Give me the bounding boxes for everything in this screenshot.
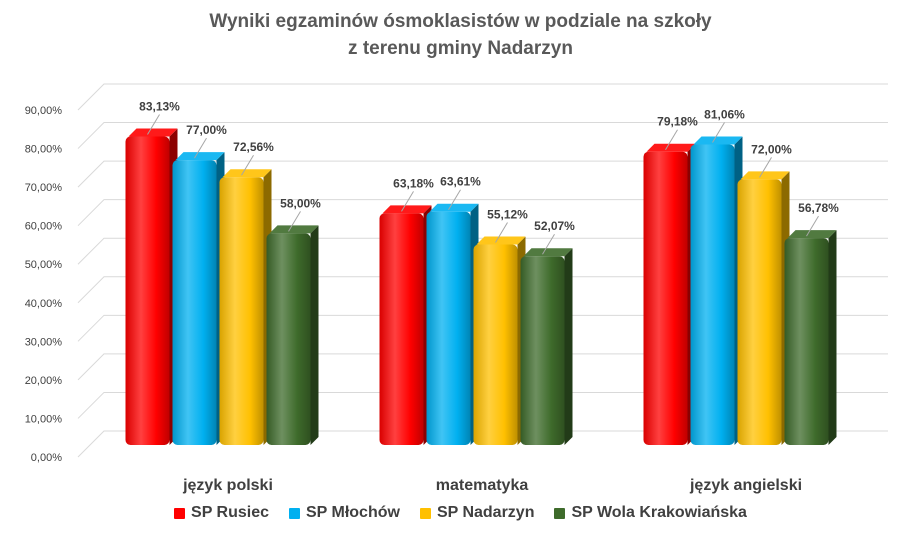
- y-tick-label: 0,00%: [31, 452, 62, 464]
- data-label: 72,00%: [751, 142, 792, 156]
- bar-top: [693, 136, 743, 145]
- data-label-leader: [147, 114, 160, 135]
- gridline: [77, 199, 888, 227]
- legend-item-sp-mlochow: SP Młochów: [289, 504, 400, 522]
- bar-top: [128, 128, 178, 137]
- bar-top: [646, 143, 696, 152]
- y-tick-label: 10,00%: [25, 413, 63, 425]
- bar: [737, 179, 782, 445]
- legend-item-sp-wola-krakowianska: SP Wola Krakowiańska: [554, 504, 747, 522]
- data-label: 56,78%: [798, 201, 839, 215]
- gridline: [77, 430, 888, 458]
- gridline: [77, 276, 888, 304]
- chart-title-line-2: z terenu gminy Nadarzyn: [348, 38, 573, 59]
- data-label-leader: [542, 233, 555, 255]
- bar-top: [787, 230, 837, 239]
- data-label-leader: [712, 122, 725, 143]
- legend-swatch-icon: [419, 507, 431, 519]
- y-tick-label: 30,00%: [25, 336, 63, 348]
- legend-item-sp-rusiec: SP Rusiec: [174, 504, 269, 522]
- bar-top: [175, 152, 225, 161]
- legend-swatch-icon: [554, 507, 566, 519]
- data-label: 63,61%: [440, 175, 481, 189]
- y-tick-label: 90,00%: [25, 105, 63, 117]
- bar-top: [740, 171, 790, 180]
- bar: [784, 238, 829, 445]
- data-label: 77,00%: [186, 123, 227, 137]
- bar-top: [269, 225, 319, 234]
- data-label-leader: [448, 189, 461, 211]
- data-label: 63,18%: [393, 176, 434, 190]
- legend-label: SP Młochów: [306, 504, 400, 521]
- bar: [520, 256, 565, 445]
- bar-side: [564, 248, 573, 445]
- x-category-label: matematyka: [436, 477, 529, 494]
- legend-label: SP Wola Krakowiańska: [571, 504, 747, 521]
- data-label-leader: [806, 215, 819, 237]
- data-label: 79,18%: [657, 115, 698, 129]
- bar: [172, 160, 217, 445]
- bar-top: [222, 169, 272, 178]
- data-label: 81,06%: [704, 107, 745, 121]
- legend-item-sp-nadarzyn: SP Nadarzyn: [419, 504, 535, 522]
- gridline: [77, 122, 888, 149]
- legend-label: SP Nadarzyn: [436, 504, 535, 521]
- gridline: [77, 353, 888, 381]
- chart-title-line-1: Wyniki egzaminów ósmoklasistów w podzial…: [209, 11, 712, 32]
- data-label-leader: [759, 157, 772, 178]
- data-label-leader: [288, 211, 301, 232]
- data-label: 58,00%: [280, 196, 321, 210]
- bar-top: [523, 248, 573, 257]
- data-label-leader: [194, 137, 207, 159]
- legend-swatch-icon: [289, 507, 300, 519]
- bar-top: [429, 203, 479, 212]
- bar: [379, 213, 424, 445]
- data-label-leader: [241, 154, 254, 176]
- bar: [266, 233, 311, 445]
- x-category-label: język angielski: [689, 477, 802, 494]
- y-tick-label: 50,00%: [25, 259, 63, 271]
- data-label-leader: [401, 191, 414, 212]
- gridline: [77, 237, 888, 265]
- gridline: [77, 391, 888, 419]
- bar: [219, 177, 264, 445]
- bar-side: [310, 225, 319, 445]
- gridline: [77, 83, 888, 111]
- chart-title: Wyniki egzaminów ósmoklasistów w podzial…: [0, 8, 921, 62]
- data-label: 52,07%: [534, 219, 575, 233]
- data-label: 55,12%: [487, 207, 528, 221]
- gridline: [77, 160, 888, 188]
- data-label-leader: [495, 222, 508, 243]
- gridline: [77, 314, 888, 342]
- data-label: 72,56%: [233, 140, 274, 154]
- chart-legend: SP Rusiec SP Młochów SP Nadarzyn SP Wola…: [0, 504, 921, 522]
- y-tick-label: 70,00%: [25, 182, 63, 194]
- legend-label: SP Rusiec: [191, 504, 269, 521]
- y-tick-label: 20,00%: [25, 375, 63, 387]
- bar: [690, 144, 735, 445]
- bar: [643, 151, 688, 446]
- y-tick-label: 80,00%: [25, 144, 63, 156]
- bar-top: [382, 205, 432, 214]
- y-tick-label: 60,00%: [25, 221, 63, 233]
- x-category-label: język polski: [182, 477, 273, 494]
- data-label: 83,13%: [139, 99, 180, 113]
- bar: [125, 136, 170, 445]
- y-tick-label: 40,00%: [25, 298, 63, 310]
- bar: [426, 211, 471, 445]
- legend-swatch-icon: [174, 507, 186, 519]
- data-label-leader: [665, 129, 678, 150]
- bar-side: [828, 230, 837, 445]
- bar: [473, 244, 518, 445]
- bar-top: [476, 236, 526, 245]
